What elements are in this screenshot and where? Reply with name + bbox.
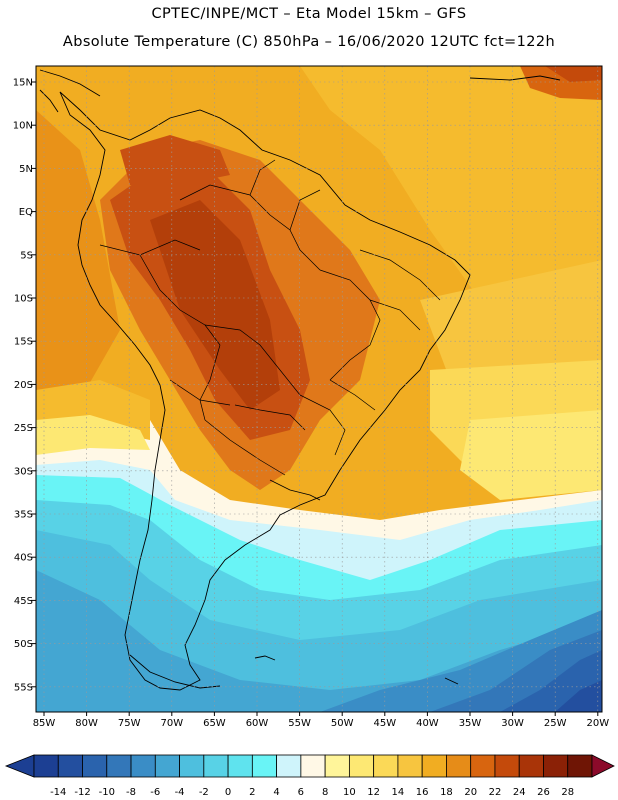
- title-line-2: Absolute Temperature (C) 850hPa – 16/06/…: [62, 34, 556, 50]
- colorbar-label: -12: [74, 787, 90, 798]
- lat-label: EQ: [19, 207, 33, 218]
- colorbar-label: -14: [50, 787, 66, 798]
- colorbar-bin: [397, 754, 423, 778]
- colorbar-label: 22: [489, 787, 502, 798]
- lat-label: 25S: [14, 423, 33, 434]
- title-line-1: CPTEC/INPE/MCT – Eta Model 15km – GFS: [151, 6, 467, 22]
- lon-label: 70W: [160, 718, 183, 729]
- colorbar-bin: [300, 754, 326, 778]
- colorbar-label: -6: [150, 787, 160, 798]
- colorbar-bin: [227, 754, 253, 778]
- lon-label: 80W: [75, 718, 98, 729]
- colorbar-label: -8: [126, 787, 136, 798]
- lat-label: 40S: [14, 553, 33, 564]
- colorbar-bin: [518, 754, 544, 778]
- colorbar-bin: [82, 754, 108, 778]
- temperature-field: [36, 66, 602, 712]
- lat-label: 15S: [14, 337, 33, 348]
- colorbar-right-arrow: [591, 754, 615, 778]
- colorbar-left-arrow: [4, 754, 35, 778]
- lon-label: 65W: [203, 718, 226, 729]
- colorbar-label: 0: [225, 787, 231, 798]
- lon-label: 40W: [416, 718, 439, 729]
- lat-label: 20S: [14, 380, 33, 391]
- colorbar-bin: [179, 754, 205, 778]
- colorbar-bin: [251, 754, 278, 778]
- lat-label: 55S: [14, 682, 33, 693]
- lon-label: 55W: [288, 718, 311, 729]
- colorbar-label: 4: [273, 787, 279, 798]
- colorbar-bin: [494, 754, 520, 778]
- lat-label: 30S: [14, 466, 33, 477]
- colorbar: [4, 754, 615, 778]
- colorbar-bin: [57, 754, 83, 778]
- lon-label: 50W: [331, 718, 354, 729]
- colorbar-label: 14: [392, 787, 405, 798]
- lon-label: 45W: [373, 718, 396, 729]
- colorbar-label: 28: [561, 787, 574, 798]
- lat-label: 45S: [14, 596, 33, 607]
- colorbar-bin: [203, 754, 229, 778]
- colorbar-bin: [276, 754, 302, 778]
- colorbar-labels: -14 -12 -10 -8 -6 -4 -2 0 2 4 6 8 10 12 14 16 18 20 22 24 26…: [50, 787, 574, 798]
- colorbar-bin: [421, 754, 447, 778]
- coastlines: [39, 69, 561, 691]
- lat-label: 50S: [14, 639, 33, 650]
- lat-axis-labels: 15N 10N 5N EQ 5S 10S 15S 20S 25S 30S 35S 40S 45S 50S 5…: [13, 78, 36, 693]
- colorbar-label: 18: [440, 787, 453, 798]
- colorbar-bin: [154, 754, 180, 778]
- colorbar-bin: [324, 754, 350, 778]
- lon-label: 20W: [586, 718, 609, 729]
- colorbar-bin: [130, 754, 156, 778]
- colorbar-label: 16: [416, 787, 429, 798]
- lat-label: 5N: [19, 164, 33, 175]
- colorbar-label: 10: [343, 787, 356, 798]
- lat-label: 35S: [14, 510, 33, 521]
- lon-label: 30W: [501, 718, 524, 729]
- colorbar-label: 2: [249, 787, 255, 798]
- lat-label: 5S: [20, 250, 33, 261]
- colorbar-bin: [446, 754, 472, 778]
- colorbar-bin: [373, 754, 399, 778]
- colorbar-label: 26: [537, 787, 550, 798]
- lon-label: 60W: [246, 718, 269, 729]
- country-borders: [99, 159, 441, 476]
- colorbar-label: 6: [298, 787, 304, 798]
- colorbar-bin: [543, 754, 569, 778]
- lon-label: 25W: [544, 718, 567, 729]
- lat-label: 10S: [14, 294, 33, 305]
- colorbar-bin: [470, 754, 496, 778]
- lon-label: 85W: [33, 718, 56, 729]
- colorbar-bin: [33, 754, 59, 778]
- map-frame: [35, 65, 603, 713]
- colorbar-label: 8: [322, 787, 328, 798]
- lon-label: 35W: [459, 718, 482, 729]
- colorbar-bin: [567, 754, 593, 778]
- lon-axis-labels: 85W 80W 75W 70W 65W 60W 55W 50W 45W 40W 35W 30W 25W 2…: [33, 712, 609, 729]
- colorbar-bin: [106, 754, 132, 778]
- colorbar-label: 12: [367, 787, 380, 798]
- colorbar-label: -4: [175, 787, 185, 798]
- colorbar-label: -2: [199, 787, 209, 798]
- colorbar-label: 24: [513, 787, 526, 798]
- colorbar-bin: [348, 754, 375, 778]
- colorbar-label: -10: [99, 787, 115, 798]
- lat-label: 15N: [13, 78, 33, 89]
- colorbar-label: 20: [464, 787, 477, 798]
- lat-label: 10N: [13, 121, 33, 132]
- lon-label: 75W: [118, 718, 141, 729]
